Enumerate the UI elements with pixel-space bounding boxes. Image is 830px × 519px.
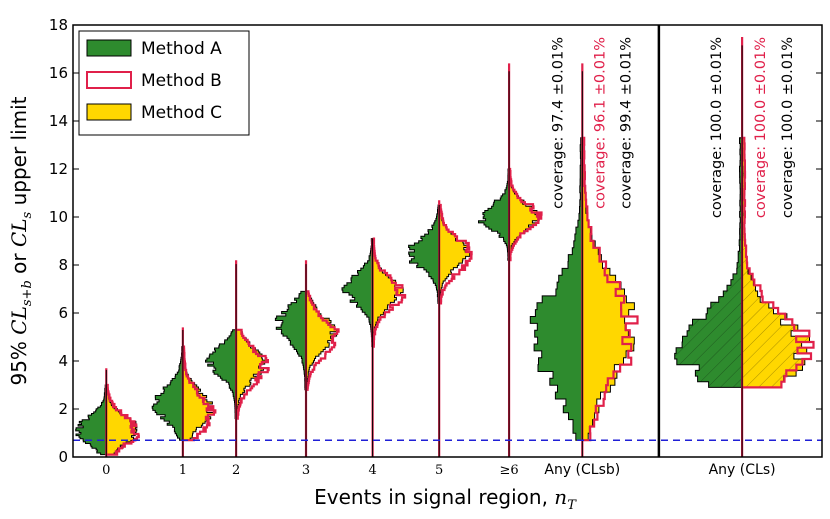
coverage-label-c: coverage: 100.0 ±0.01% [780,37,796,218]
coverage-annotations: coverage: 97.4 ±0.01% coverage: 96.1 ±0.0… [550,37,796,218]
legend-label: Method B [141,71,222,91]
method-a-histogram [529,137,583,441]
coverage-label-a: coverage: 97.4 ±0.01% [550,37,566,209]
x-axis: 0 1 2 3 4 5 ≥6 Any (CLsb) Any (CLs) [102,451,776,478]
method-a-histogram [408,204,440,304]
method-a-histogram [341,238,374,348]
distribution-group [274,260,340,457]
method-a-histogram [274,290,307,391]
distributions [75,37,815,457]
distribution-group [151,327,217,457]
method-a-histogram [151,346,184,441]
x-tick-label: 2 [232,463,240,478]
coverage-label-c: coverage: 99.4 ±0.01% [618,37,634,209]
x-tick-label: Any (CLs) [709,462,776,478]
legend-label: Method C [141,103,222,123]
y-tick-label: 14 [49,112,68,130]
y-tick-label: 4 [58,352,68,370]
x-axis-label: Events in signal region, nT [314,485,577,513]
plot-frame [72,24,823,458]
method-a-histogram [205,329,237,420]
y-tick-label: 8 [58,256,68,274]
x-tick-label: Any (CLsb) [544,462,620,478]
coverage-label-a: coverage: 100.0 ±0.01% [709,37,725,218]
y-axis: 0 2 4 6 8 10 12 14 16 18 [49,16,822,466]
y-tick-label: 0 [58,448,68,466]
method-b-outline [372,237,407,348]
method-a-histogram [478,168,510,261]
distribution-group [205,260,270,457]
y-tick-label: 2 [58,400,68,418]
method-a-histogram [75,384,107,456]
legend-swatch-b [86,71,132,89]
distribution-group [478,63,543,457]
y-tick-label: 6 [58,304,68,322]
coverage-label-b: coverage: 96.1 ±0.01% [592,37,608,209]
distribution-group [529,63,639,457]
y-axis-label: 95% CLs+b or CLs upper limit [7,96,35,385]
coverage-label-b: coverage: 100.0 ±0.01% [753,37,769,218]
x-tick-label: 0 [102,463,110,478]
y-tick-label: 10 [49,208,68,226]
x-tick-label: ≥6 [499,463,518,478]
method-b-outline [582,136,639,442]
method-b-outline [182,345,217,442]
distribution-group [408,200,473,457]
distribution-group [341,237,407,457]
distribution-group [75,368,140,457]
y-tick-label: 12 [49,160,68,178]
x-tick-label: 3 [302,463,310,478]
method-b-outline [106,383,140,456]
legend-swatch-a [86,39,132,57]
method-b-outline [742,136,815,389]
x-tick-label: 1 [179,463,187,478]
legend: Method A Method B Method C [78,30,250,136]
method-a-hatch [674,137,743,388]
y-tick-label: 16 [49,64,68,82]
method-b-outline [439,203,473,305]
method-b-outline [306,290,340,391]
method-b-outline [236,328,270,420]
method-b-outline [509,167,543,262]
x-tick-label: 4 [368,463,376,478]
y-tick-label: 18 [49,16,68,34]
x-tick-label: 5 [435,463,443,478]
legend-swatch-c [86,103,132,121]
legend-label: Method A [141,39,222,59]
distribution-group [674,37,815,457]
